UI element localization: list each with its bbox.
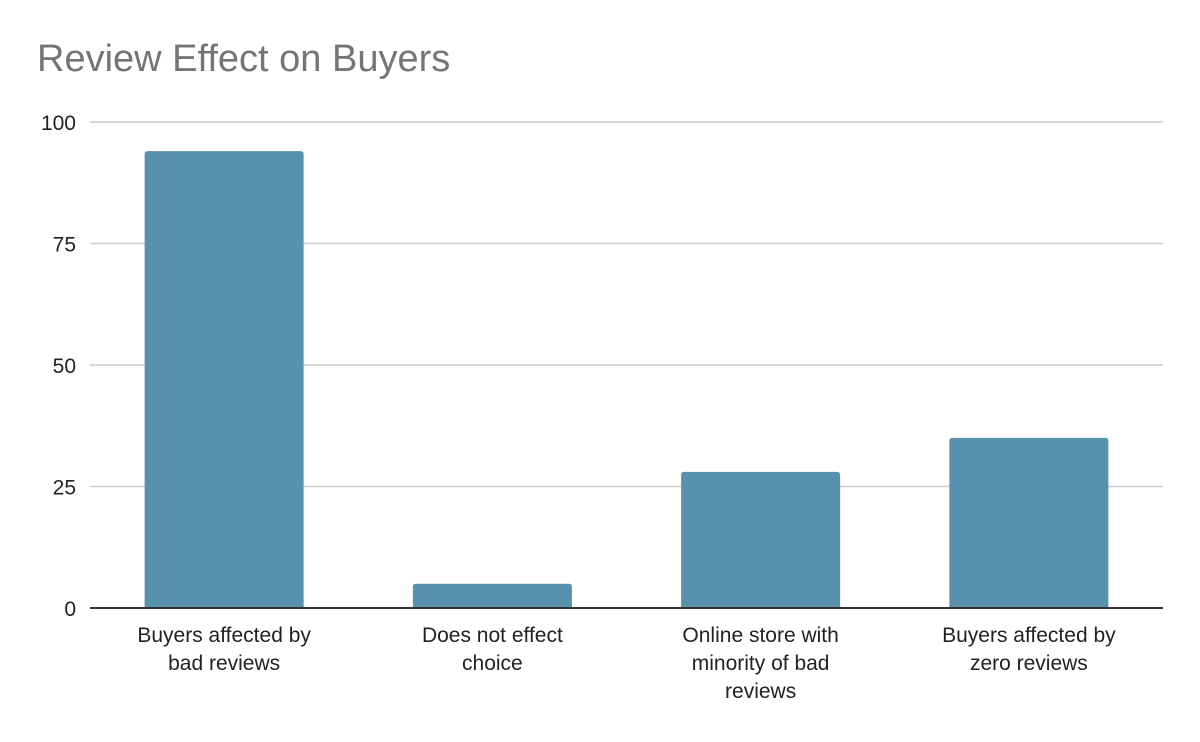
chart-title: Review Effect on Buyers (37, 38, 451, 80)
x-category-label: Online store with minority of bad reviews (682, 624, 838, 703)
y-axis-ticks: 0 25 50 75 100 (41, 112, 76, 621)
bar (949, 437, 1109, 608)
bar (412, 583, 572, 608)
x-axis-labels: Buyers affected by bad reviews Does not ef… (137, 624, 1116, 703)
x-category-label-line: Buyers affected by (942, 624, 1116, 647)
x-category-label: Buyers affected by zero reviews (942, 624, 1116, 675)
bar (144, 151, 304, 608)
bars (144, 151, 1109, 608)
x-category-label-line: choice (462, 652, 523, 675)
x-category-label: Does not effect choice (422, 624, 563, 675)
x-category-label-line: bad reviews (168, 652, 280, 675)
x-category-label-line: Does not effect (422, 624, 563, 647)
y-tick-label: 50 (53, 355, 76, 378)
y-tick-label: 0 (64, 598, 76, 621)
y-tick-label: 100 (41, 112, 76, 135)
y-tick-label: 75 (53, 234, 76, 257)
y-tick-label: 25 (53, 477, 76, 500)
bar (681, 471, 841, 608)
x-category-label-line: minority of bad (692, 652, 830, 675)
x-category-label: Buyers affected by bad reviews (137, 624, 311, 675)
x-category-label-line: zero reviews (970, 652, 1088, 675)
x-category-label-line: reviews (725, 680, 796, 703)
x-category-label-line: Online store with (682, 624, 838, 647)
x-category-label-line: Buyers affected by (137, 624, 311, 647)
